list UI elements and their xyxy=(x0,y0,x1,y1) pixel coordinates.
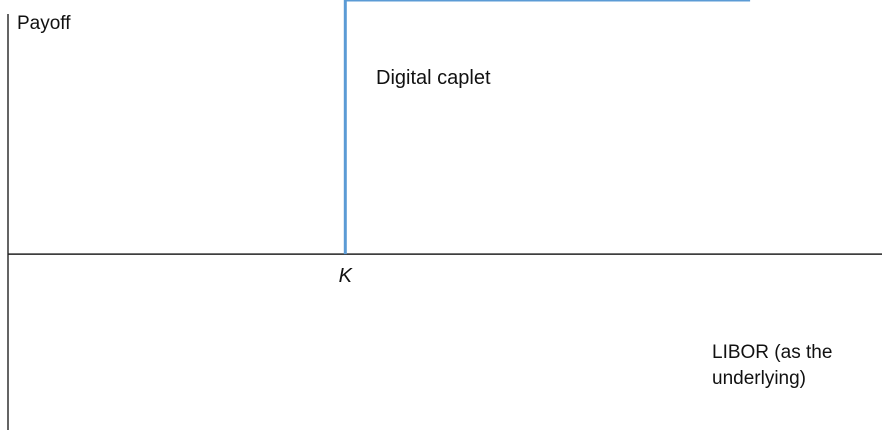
chart-title: Digital caplet xyxy=(376,67,491,89)
x-axis-label-line-1: LIBOR (as the xyxy=(712,342,832,363)
y-axis-label: Payoff xyxy=(17,13,71,34)
strike-tick-label: K xyxy=(339,265,354,287)
x-axis-label-line-2: underlying) xyxy=(712,368,806,389)
payoff-series-line xyxy=(343,0,751,255)
